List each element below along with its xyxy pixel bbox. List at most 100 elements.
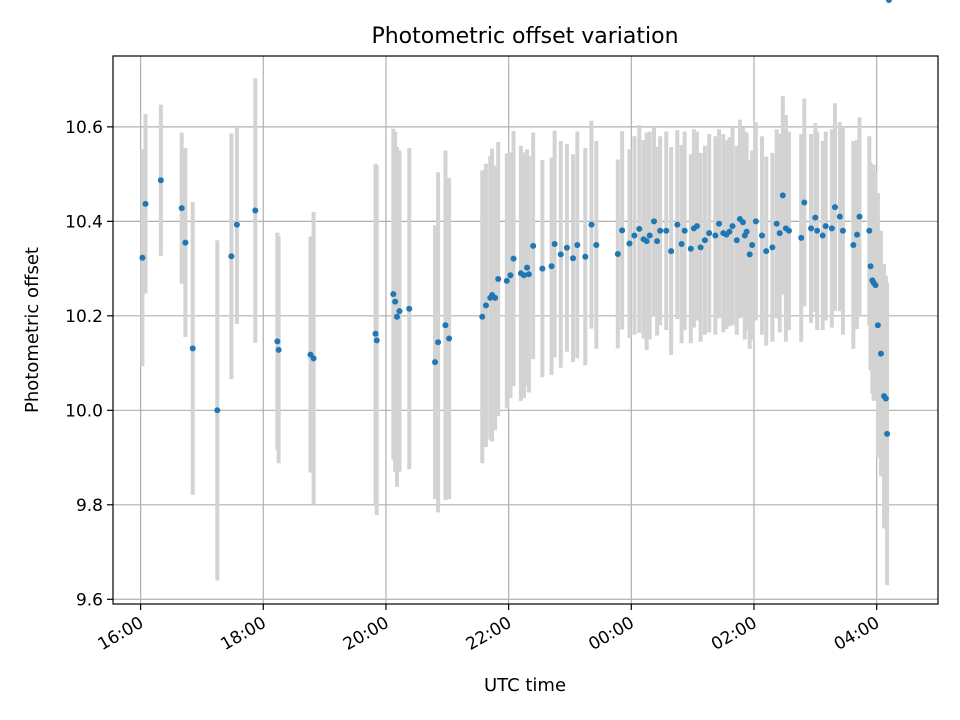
data-point	[668, 248, 675, 255]
data-point	[495, 275, 502, 282]
data-point	[885, 0, 892, 3]
data-point	[874, 322, 881, 329]
data-point	[492, 294, 499, 301]
data-point	[372, 330, 379, 337]
data-point	[743, 228, 750, 235]
data-point	[856, 213, 863, 220]
data-point	[435, 339, 442, 346]
data-point	[393, 313, 400, 320]
data-point	[798, 234, 805, 241]
data-point	[831, 204, 838, 211]
plot-frame	[112, 55, 939, 605]
data-point	[233, 221, 240, 228]
x-axis-label: UTC time	[484, 675, 566, 696]
data-point	[157, 177, 164, 184]
data-point	[785, 227, 792, 234]
data-point	[854, 231, 861, 238]
data-point	[773, 220, 780, 227]
data-point	[626, 240, 633, 247]
data-points	[139, 0, 892, 437]
data-point	[808, 225, 815, 232]
data-point	[712, 232, 719, 239]
data-point	[776, 230, 783, 237]
data-point	[396, 308, 403, 315]
data-point	[769, 244, 776, 251]
data-point	[752, 218, 759, 225]
y-tick-label: 10.4	[65, 212, 103, 232]
data-point	[228, 253, 235, 260]
data-point	[539, 265, 546, 272]
data-point	[551, 241, 558, 248]
data-point	[884, 430, 891, 437]
data-point	[643, 238, 650, 245]
data-point	[729, 223, 736, 230]
data-point	[619, 227, 626, 234]
data-point	[548, 263, 555, 270]
data-point	[390, 291, 397, 298]
data-point	[142, 200, 149, 207]
data-point	[182, 239, 189, 246]
data-point	[706, 230, 713, 237]
data-point	[479, 313, 486, 320]
data-point	[651, 218, 658, 225]
data-point	[814, 227, 821, 234]
data-point	[877, 350, 884, 357]
data-point	[406, 305, 413, 312]
data-point	[739, 219, 746, 226]
data-point	[693, 223, 700, 230]
data-point	[866, 227, 873, 234]
data-point	[392, 298, 399, 305]
data-point	[524, 264, 531, 271]
chart-title: Photometric offset variation	[371, 24, 678, 49]
data-point	[663, 227, 670, 234]
data-point	[687, 245, 694, 252]
data-point	[872, 282, 879, 289]
data-point	[697, 244, 704, 251]
data-point	[189, 345, 196, 352]
data-point	[373, 337, 380, 344]
data-point	[822, 223, 829, 230]
data-point	[882, 395, 889, 402]
data-point	[749, 241, 756, 248]
data-point	[646, 232, 653, 239]
data-point	[657, 227, 664, 234]
data-point	[570, 255, 577, 262]
data-point	[763, 248, 770, 255]
data-point	[525, 271, 532, 278]
y-tick-label: 10.2	[65, 307, 103, 327]
data-point	[310, 355, 317, 362]
y-tick-label: 9.8	[76, 496, 103, 516]
data-point	[178, 205, 185, 212]
data-point	[274, 338, 281, 345]
data-point	[674, 221, 681, 228]
data-point	[510, 255, 517, 262]
data-point	[557, 251, 564, 258]
data-point	[482, 302, 489, 309]
data-point	[828, 225, 835, 232]
data-point	[716, 220, 723, 227]
data-point	[593, 241, 600, 248]
data-point	[582, 253, 589, 260]
data-point	[507, 272, 514, 279]
data-point	[503, 277, 510, 284]
data-point	[733, 237, 740, 244]
y-axis-ticks: 9.6 9.8 10.0 10.2 10.4 10.6	[65, 118, 113, 610]
data-point	[252, 207, 259, 214]
data-point	[758, 232, 765, 239]
data-point	[746, 251, 753, 258]
data-point	[442, 322, 449, 329]
data-point	[214, 407, 221, 414]
data-point	[563, 244, 570, 251]
data-point	[839, 227, 846, 234]
data-point	[520, 272, 527, 279]
data-point	[636, 225, 643, 232]
data-point	[801, 199, 808, 206]
data-point	[432, 359, 439, 366]
data-point	[850, 241, 857, 248]
data-point	[819, 232, 826, 239]
data-point	[588, 221, 595, 228]
data-point	[530, 242, 537, 249]
data-point	[275, 346, 282, 353]
data-point	[446, 335, 453, 342]
